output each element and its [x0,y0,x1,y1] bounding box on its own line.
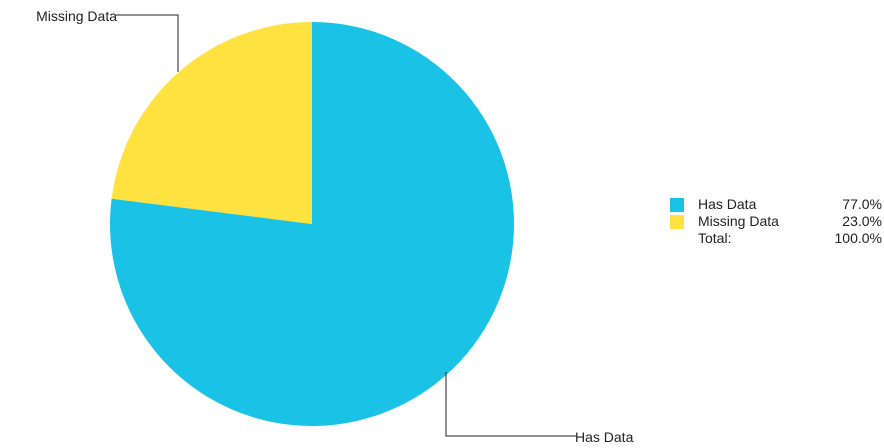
slice-label-missing-data: Missing Data [36,8,117,24]
legend: Has Data 77.0% Missing Data 23.0% Total:… [670,196,882,247]
legend-item-has-data: Has Data 77.0% [670,196,882,213]
legend-value-has-data: 77.0% [842,196,882,212]
legend-total-value: 100.0% [834,230,882,246]
pie-slice-has-data [109,22,514,426]
legend-total-label: Total: [698,230,732,246]
legend-total-row: Total: 100.0% [670,230,882,247]
legend-total-spacer [670,232,684,246]
slice-label-has-data: Has Data [575,429,634,445]
legend-item-missing-data: Missing Data 23.0% [670,213,882,230]
leader-line-missing-data [116,14,179,72]
legend-swatch-has-data [670,197,684,212]
leader-line-has-data [445,372,576,437]
legend-label-missing-data: Missing Data [698,213,779,229]
legend-value-missing-data: 23.0% [842,213,882,229]
legend-swatch-missing-data [670,214,684,229]
legend-label-has-data: Has Data [698,196,757,212]
pie-slice-missing-data [111,22,312,224]
